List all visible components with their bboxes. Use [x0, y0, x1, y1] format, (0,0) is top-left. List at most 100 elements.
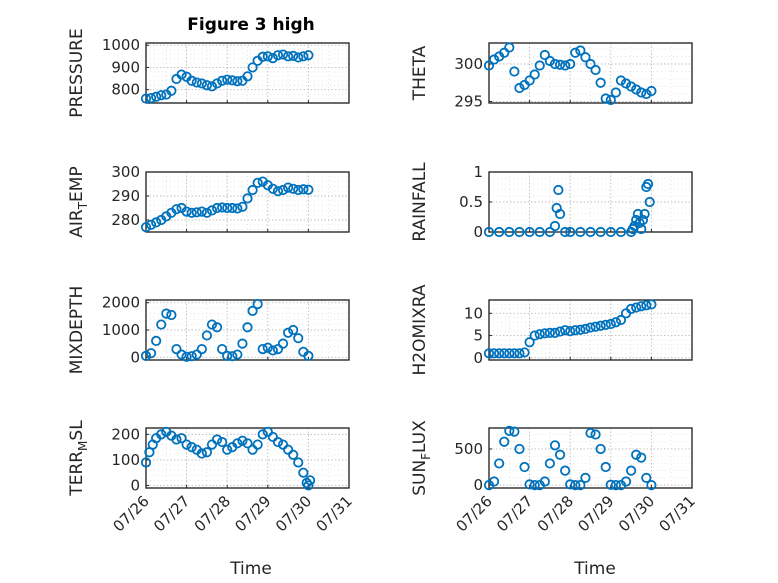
data-point	[488, 54, 500, 65]
data-point	[186, 75, 197, 86]
data-point	[585, 58, 596, 70]
data-point	[145, 219, 157, 230]
data-point	[145, 93, 157, 104]
y-tick-label: 200	[111, 425, 140, 443]
data-point	[494, 458, 505, 469]
data-point	[232, 438, 243, 449]
data-point	[298, 51, 309, 62]
data-point	[140, 222, 152, 233]
data-point	[272, 343, 284, 355]
data-point	[615, 226, 627, 238]
data-point	[227, 351, 238, 362]
axes-frame	[145, 171, 350, 233]
data-point	[252, 177, 263, 188]
data-point	[625, 81, 637, 92]
data-point	[549, 440, 561, 451]
data-point	[181, 439, 192, 450]
data-point	[646, 480, 657, 491]
y-tick-label: 900	[111, 58, 140, 76]
data-point	[600, 93, 611, 104]
data-point	[631, 449, 642, 460]
data-point	[570, 47, 581, 58]
data-point	[600, 319, 611, 330]
data-point	[494, 348, 505, 359]
data-point	[580, 323, 591, 334]
data-point	[524, 337, 535, 348]
data-point	[509, 66, 520, 77]
data-point	[237, 338, 248, 349]
data-point	[267, 345, 278, 356]
data-point	[524, 479, 535, 490]
data-point	[488, 348, 500, 359]
data-point	[610, 87, 621, 98]
data-point	[257, 429, 268, 440]
data-point	[646, 299, 657, 310]
data-point	[585, 226, 596, 238]
data-point	[272, 186, 284, 197]
data-point	[565, 58, 576, 70]
data-point	[544, 226, 556, 238]
data-point	[176, 349, 187, 360]
y-axis-label: THETA	[410, 45, 430, 101]
data-point	[222, 74, 233, 85]
x-tick-label: 07/27	[493, 492, 536, 535]
data-point	[631, 302, 642, 313]
y-axis-label: TERRMSL	[67, 420, 90, 497]
data-point	[201, 330, 212, 341]
data-point	[181, 351, 192, 362]
data-point	[636, 301, 647, 312]
data-point	[590, 64, 601, 76]
subplot-4: 0 0.5 1 RAINFALL	[410, 162, 693, 242]
data-point	[641, 472, 652, 483]
data-point	[600, 461, 611, 473]
data-point	[529, 480, 540, 491]
data-point	[211, 202, 223, 214]
data-point	[595, 443, 606, 455]
data-point	[282, 444, 294, 455]
data-point	[277, 184, 289, 196]
x-tick-label: 07/31	[656, 492, 699, 535]
data-point	[298, 184, 309, 195]
data-point	[625, 303, 637, 314]
data-point	[257, 343, 268, 355]
data-point	[217, 436, 228, 448]
data-point	[639, 208, 650, 220]
data-point	[196, 206, 207, 217]
y-tick-label: 280	[111, 211, 140, 229]
x-tick-label: 07/28	[191, 492, 234, 535]
data-point	[642, 178, 654, 190]
data-point	[267, 183, 278, 194]
y-tick-label: 0	[130, 476, 140, 494]
data-point	[282, 327, 294, 338]
data-point	[237, 435, 248, 446]
y-tick-label: 0.5	[459, 193, 483, 211]
data-point	[610, 480, 621, 491]
data-point	[206, 205, 218, 216]
data-point	[560, 325, 571, 336]
y-tick-label: 0	[473, 349, 483, 367]
data-point	[293, 333, 304, 344]
data-point	[206, 319, 218, 330]
data-point	[575, 45, 586, 56]
data-point	[529, 69, 540, 80]
data-point	[483, 60, 495, 71]
data-point	[298, 467, 309, 478]
data-point	[575, 324, 586, 335]
data-point	[288, 50, 299, 61]
data-point	[156, 90, 167, 101]
x-tick-label: 07/26	[453, 492, 496, 535]
data-point	[483, 348, 495, 359]
data-point	[151, 217, 162, 228]
data-point	[288, 324, 299, 336]
data-point	[166, 309, 177, 321]
data-point	[151, 91, 162, 102]
data-point	[201, 80, 212, 91]
data-point	[267, 431, 278, 443]
data-point	[539, 476, 550, 487]
data-point	[560, 226, 571, 238]
data-point	[534, 60, 545, 71]
